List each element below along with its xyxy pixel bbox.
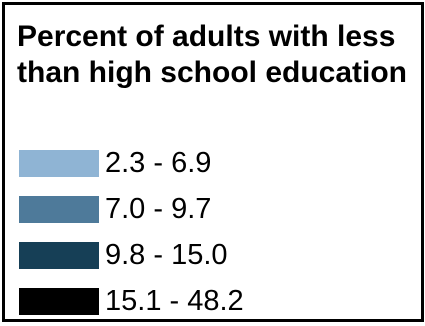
map-legend: Percent of adults with less than high sc… (2, 2, 424, 322)
legend-item: 7.0 - 9.7 (19, 188, 244, 230)
legend-swatch (19, 287, 99, 315)
legend-range-label: 9.8 - 15.0 (105, 239, 228, 271)
legend-item: 15.1 - 48.2 (19, 280, 244, 322)
legend-item: 2.3 - 6.9 (19, 142, 244, 184)
legend-swatch (19, 149, 99, 177)
legend-item: 9.8 - 15.0 (19, 234, 244, 276)
legend-range-label: 15.1 - 48.2 (105, 285, 244, 317)
legend-swatch (19, 241, 99, 269)
legend-title: Percent of adults with less than high sc… (17, 20, 407, 89)
legend-items: 2.3 - 6.9 7.0 - 9.7 9.8 - 15.0 15.1 - 48… (19, 142, 244, 326)
legend-range-label: 7.0 - 9.7 (105, 193, 212, 225)
legend-swatch (19, 195, 99, 223)
legend-range-label: 2.3 - 6.9 (105, 147, 212, 179)
